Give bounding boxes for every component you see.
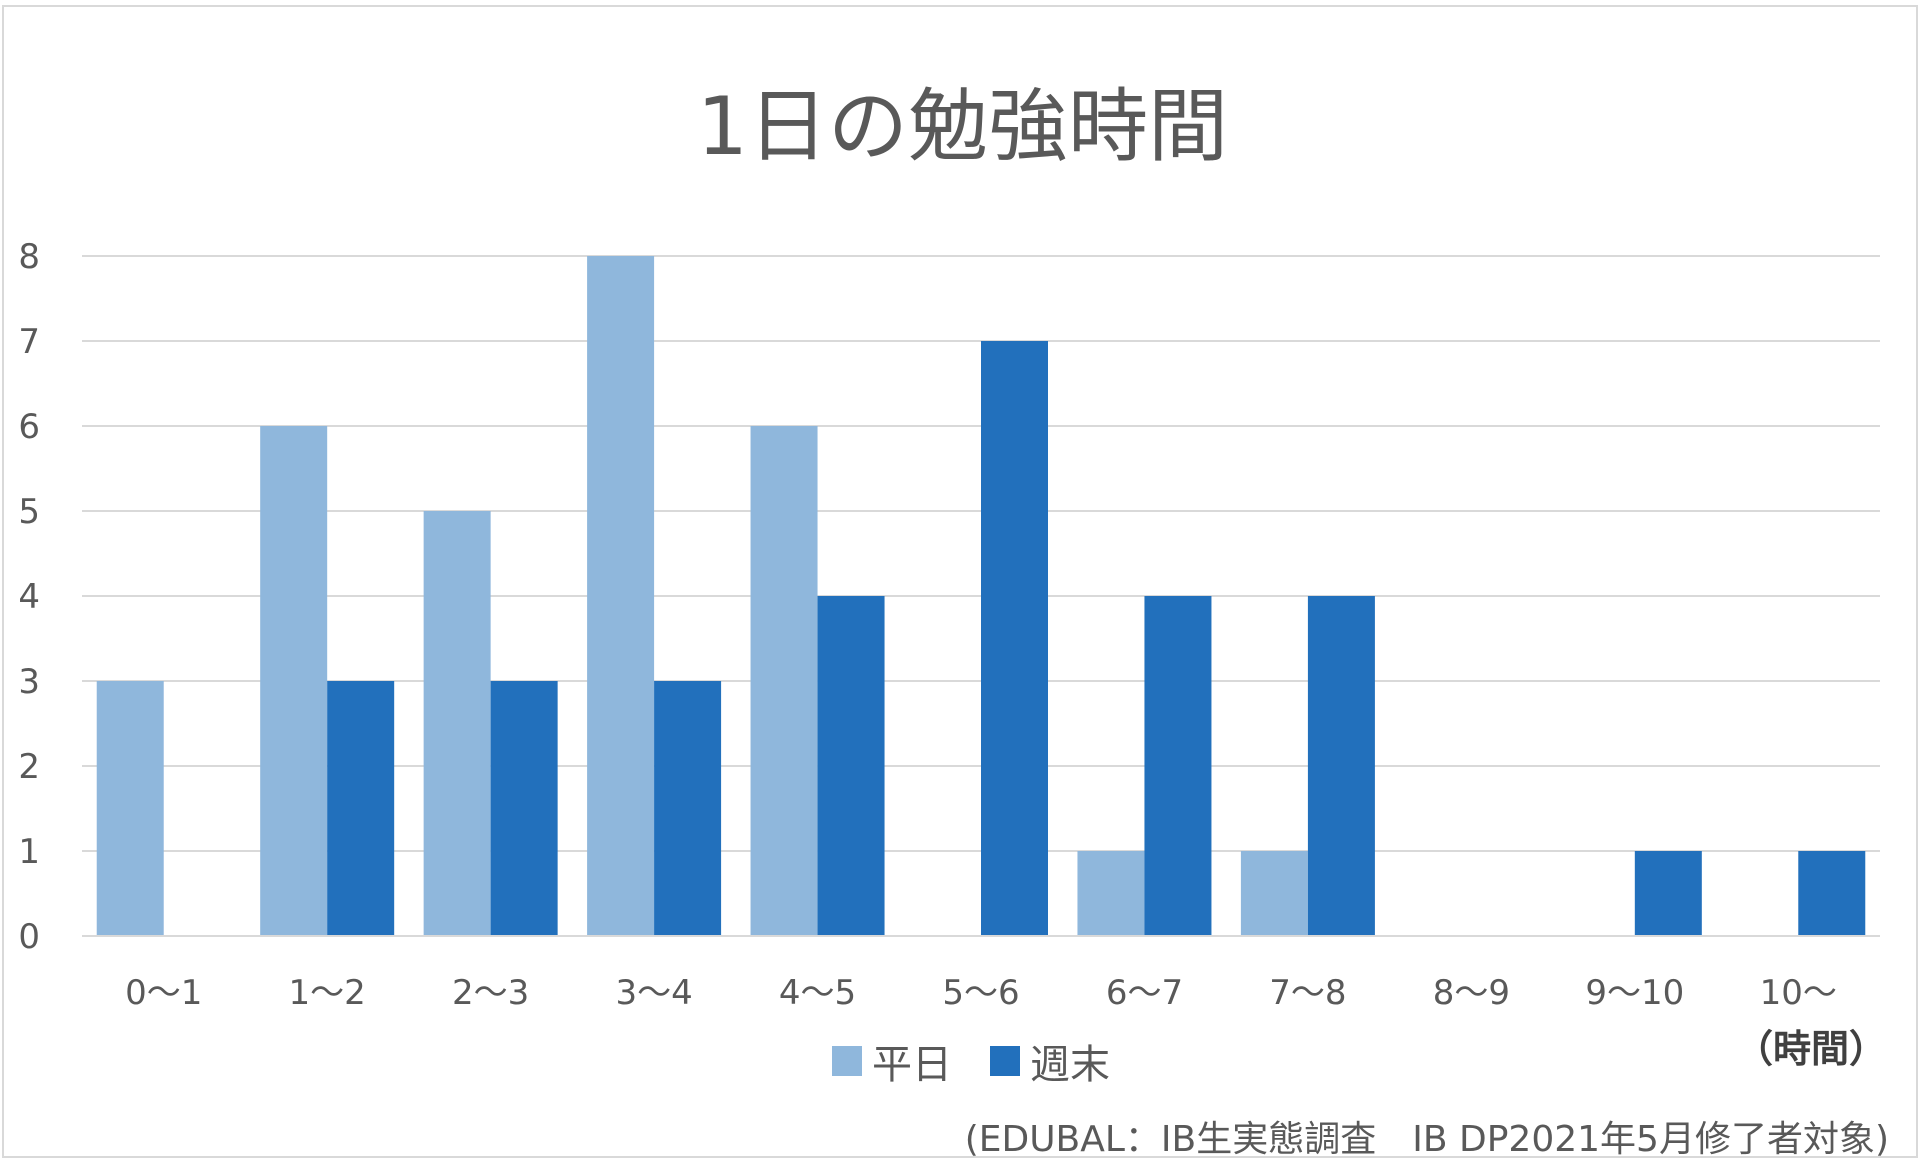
x-tick-label: 0〜1 (125, 973, 202, 1013)
y-tick-label: 8 (18, 237, 40, 277)
bar-weekend (1144, 596, 1212, 936)
bar-weekend (1307, 596, 1375, 936)
legend-swatch-weekend (990, 1046, 1020, 1076)
y-tick-label: 5 (18, 492, 40, 532)
chart-title: 1日の勉強時間 (697, 80, 1228, 173)
source-note: (EDUBAL：IB生実態調査 IB DP2021年5月修了者対象) (964, 1119, 1889, 1160)
legend: 平日 週末 (832, 1036, 1110, 1088)
legend-swatch-weekday (832, 1046, 862, 1076)
bar-weekend (490, 681, 558, 936)
bar-weekday (1240, 851, 1308, 936)
x-tick-label: 8〜9 (1433, 973, 1510, 1013)
bar-weekday (587, 256, 655, 936)
x-tick-label: 10〜 (1760, 973, 1837, 1013)
bar-weekend (981, 341, 1048, 936)
bar-weekend (327, 681, 395, 936)
bar-weekday (260, 426, 328, 936)
y-tick-label: 6 (18, 407, 40, 447)
x-tick-label: 7〜8 (1269, 973, 1346, 1013)
y-tick-label: 3 (18, 662, 40, 702)
y-tick-label: 7 (18, 322, 40, 362)
bar-weekend (1634, 851, 1702, 936)
y-axis-ticks: 0 1 2 3 4 5 6 7 8 (18, 237, 40, 957)
y-tick-label: 2 (18, 747, 40, 787)
x-tick-label: 3〜4 (615, 973, 692, 1013)
bar-weekend (654, 681, 722, 936)
y-tick-label: 1 (18, 832, 40, 872)
x-axis-ticks: 0〜1 1〜2 2〜3 3〜4 4〜5 5〜6 6〜7 7〜8 8〜9 9〜10 10〜 (125, 973, 1837, 1013)
bar-weekday (423, 511, 491, 936)
bar-weekend (817, 596, 885, 936)
x-tick-label: 9〜10 (1585, 973, 1684, 1013)
bar-weekday (750, 426, 818, 936)
bars (96, 256, 1866, 936)
legend-item-weekend: 週末 (990, 1032, 1110, 1090)
x-tick-label: 6〜7 (1106, 973, 1183, 1013)
y-tick-label: 0 (18, 917, 40, 957)
x-tick-label: 5〜6 (942, 973, 1019, 1013)
x-axis-unit: （時間） (1734, 1027, 1887, 1071)
legend-label-weekday: 平日 (872, 1042, 952, 1088)
bar-weekend (1798, 851, 1866, 936)
x-tick-label: 1〜2 (289, 973, 366, 1013)
x-tick-label: 2〜3 (452, 973, 529, 1013)
bar-weekday (96, 681, 164, 936)
bar-weekday (1077, 851, 1145, 936)
y-tick-label: 4 (18, 577, 40, 617)
legend-label-weekend: 週末 (1030, 1042, 1110, 1088)
x-tick-label: 4〜5 (779, 973, 856, 1013)
legend-item-weekday: 平日 (832, 1032, 952, 1090)
